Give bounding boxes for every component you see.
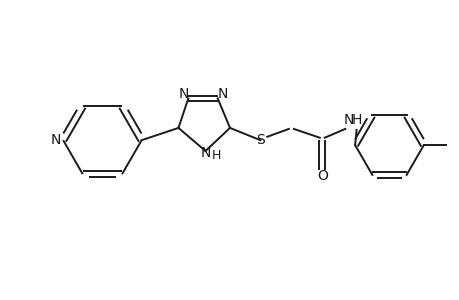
Text: N: N — [200, 146, 210, 161]
Text: O: O — [316, 169, 327, 182]
Text: N: N — [343, 112, 353, 127]
Text: H: H — [211, 149, 220, 162]
Text: N: N — [217, 87, 227, 100]
Text: N: N — [50, 133, 61, 147]
Text: S: S — [256, 133, 264, 147]
Text: H: H — [351, 112, 361, 127]
Text: N: N — [178, 87, 188, 100]
